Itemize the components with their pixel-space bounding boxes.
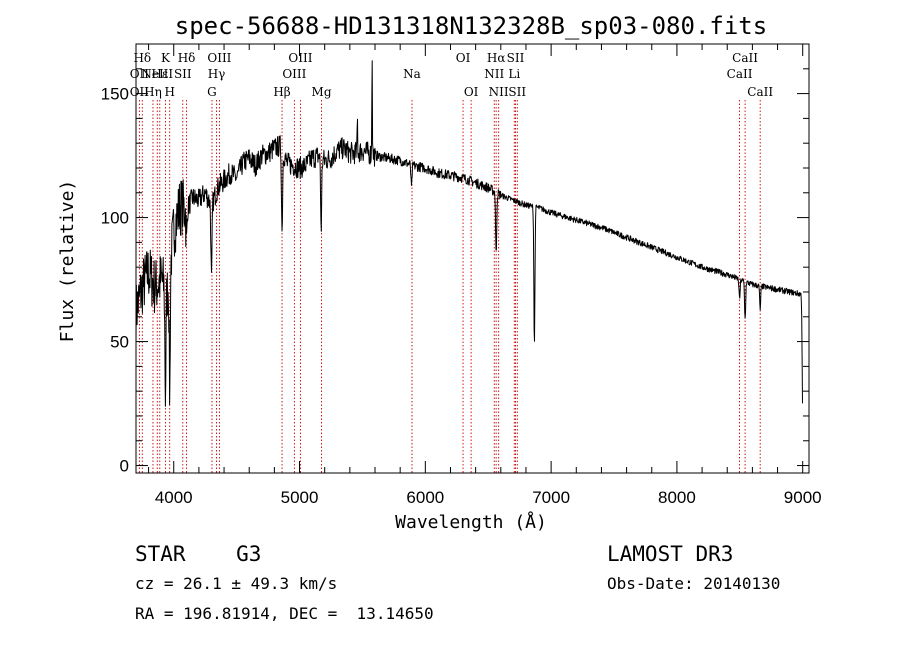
x-tick-label: 6000 xyxy=(406,488,444,507)
line-marker-label: Hδ xyxy=(133,51,151,65)
line-marker-label: G xyxy=(207,85,217,99)
line-marker-label: SII xyxy=(507,51,525,65)
line-marker-label: OI xyxy=(456,51,471,65)
spectrum-layer xyxy=(135,60,803,466)
line-marker-label: Hβ xyxy=(273,85,290,99)
line-marker-label: OI xyxy=(464,85,479,99)
x-tick-label: 4000 xyxy=(155,488,193,507)
line-marker-label: Hδ xyxy=(178,51,196,65)
chart-title: spec-56688-HD131318N132328B_sp03-080.fit… xyxy=(175,12,767,40)
line-marker-label: CaII xyxy=(727,67,753,81)
line-marker-label: Hη xyxy=(144,85,162,99)
line-marker-label: CaII xyxy=(732,51,758,65)
spectrum-line xyxy=(135,60,803,466)
line-marker-label: K xyxy=(161,51,171,65)
velocity-readout: cz = 26.1 ± 49.3 km/s xyxy=(135,574,337,593)
line-marker-label: NII xyxy=(484,67,504,81)
line-marker-label: Na xyxy=(403,67,421,81)
line-marker-label: Hα xyxy=(487,51,506,65)
survey-name: LAMOST DR3 xyxy=(607,542,733,566)
x-tick-label: 9000 xyxy=(784,488,822,507)
x-axis-label: Wavelength (Å) xyxy=(395,511,547,533)
line-marker-label: OIII xyxy=(282,67,306,81)
line-marker-label: Mg xyxy=(312,85,332,99)
line-marker-label: SII xyxy=(508,85,526,99)
plot-frame xyxy=(135,43,810,474)
line-marker-label: Hε xyxy=(151,67,168,81)
x-tick-label: 5000 xyxy=(281,488,319,507)
axis-tick-layer xyxy=(136,44,809,473)
object-class: STAR G3 xyxy=(135,542,261,566)
line-marker-label: OIII xyxy=(288,51,312,65)
x-tick-label: 8000 xyxy=(658,488,696,507)
line-marker-label: H xyxy=(164,85,174,99)
y-tick-label: 0 xyxy=(120,457,129,476)
line-marker-label: CaII xyxy=(747,85,773,99)
line-marker-label: OII xyxy=(130,67,150,81)
coordinates-readout: RA = 196.81914, DEC = 13.14650 xyxy=(135,604,434,623)
y-tick-label: 150 xyxy=(101,85,129,104)
line-marker-label: Li xyxy=(508,67,520,81)
line-marker-label: OIII xyxy=(207,51,231,65)
line-marker-label: NII xyxy=(489,85,509,99)
x-tick-label: 7000 xyxy=(532,488,570,507)
y-tick-label: 50 xyxy=(110,333,129,352)
line-marker-label: Hγ xyxy=(208,67,226,81)
line-marker-label: SII xyxy=(174,67,192,81)
line-marker-label: OII xyxy=(130,85,150,99)
y-axis-label: Flux (relative) xyxy=(57,180,78,343)
line-marker-label: NeIII xyxy=(141,67,173,81)
y-tick-label: 100 xyxy=(101,209,129,228)
observation-date: Obs-Date: 20140130 xyxy=(607,574,780,593)
axis-tick-label-layer: 4000 5000 6000 7000 8000 9000 0 50 100 150 xyxy=(101,85,822,507)
